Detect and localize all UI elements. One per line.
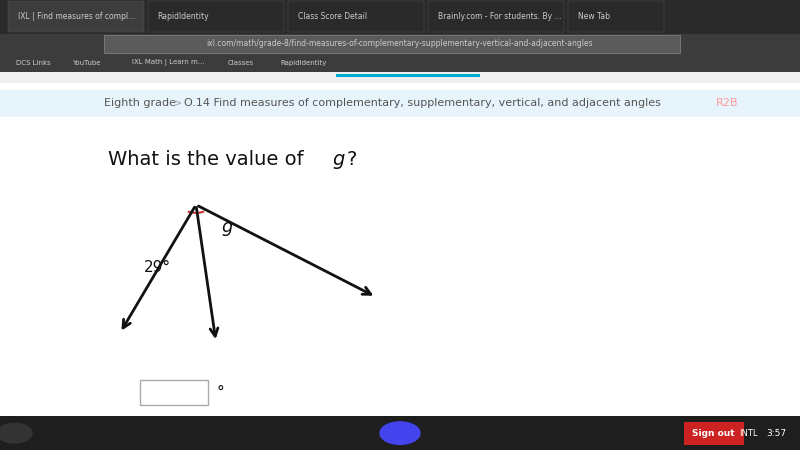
Text: 29°: 29° [144, 260, 171, 275]
Text: Brainly.com - For students. By ...: Brainly.com - For students. By ... [438, 12, 562, 21]
Bar [0, 83, 800, 416]
Text: Class Score Detail: Class Score Detail [298, 12, 366, 21]
Text: Sign out: Sign out [692, 428, 735, 437]
Text: R2B: R2B [716, 99, 738, 108]
Bar [104, 35, 680, 53]
Bar [288, 1, 424, 32]
Text: IXL | Find measures of compl...: IXL | Find measures of compl... [18, 12, 135, 21]
Text: °: ° [216, 385, 224, 400]
Bar [8, 1, 144, 32]
Text: What is the value of: What is the value of [108, 150, 310, 169]
Bar [0, 0, 800, 34]
Text: RapidIdentity: RapidIdentity [280, 60, 326, 66]
Text: Eighth grade: Eighth grade [104, 99, 176, 108]
Bar [0, 72, 800, 83]
Bar [336, 74, 480, 76]
Text: New Tab: New Tab [578, 12, 610, 21]
Text: Classes: Classes [228, 60, 254, 66]
Text: O.14 Find measures of complementary, supplementary, vertical, and adjacent angle: O.14 Find measures of complementary, sup… [184, 99, 661, 108]
Bar [684, 422, 744, 445]
Text: >: > [172, 97, 182, 110]
Text: INTL: INTL [738, 428, 758, 437]
Bar [148, 1, 284, 32]
Text: IXL Math | Learn m...: IXL Math | Learn m... [132, 59, 205, 67]
Bar [0, 416, 800, 450]
Bar [140, 380, 208, 405]
Text: ?: ? [346, 150, 357, 169]
Bar [428, 1, 564, 32]
Bar [0, 34, 800, 54]
Text: DCS Links: DCS Links [16, 60, 50, 66]
Circle shape [380, 422, 420, 445]
Text: YouTube: YouTube [72, 60, 101, 66]
Bar [0, 54, 800, 72]
Bar [568, 1, 664, 32]
Text: 3:57: 3:57 [766, 428, 786, 437]
Circle shape [0, 423, 32, 443]
Text: ixl.com/math/grade-8/find-measures-of-complementary-supplementary-vertical-and-a: ixl.com/math/grade-8/find-measures-of-co… [206, 40, 594, 49]
Text: RapidIdentity: RapidIdentity [158, 12, 210, 21]
Text: g: g [222, 218, 233, 236]
Bar [0, 90, 800, 117]
Text: g: g [332, 150, 344, 169]
